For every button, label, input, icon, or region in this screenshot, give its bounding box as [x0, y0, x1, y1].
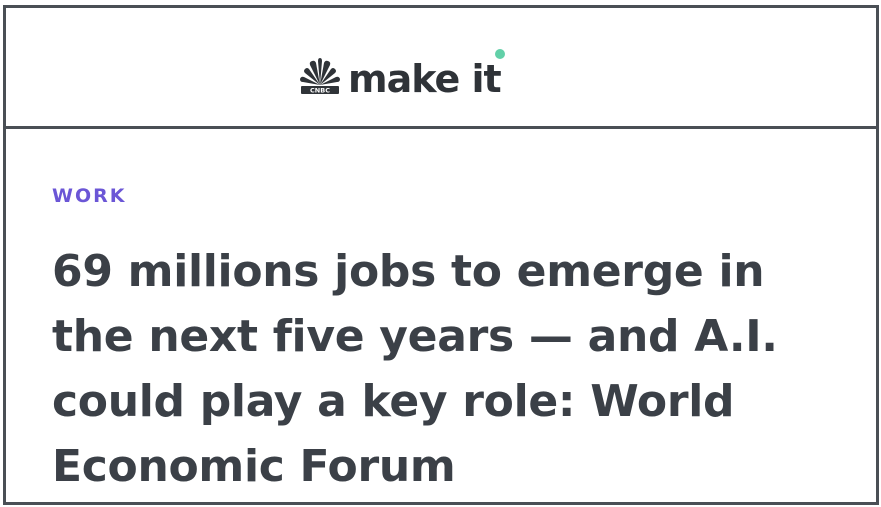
article-headline[interactable]: 69 millions jobs to emerge in the next f…: [52, 246, 778, 492]
article-card: CNBC make it WORK 69 millions jobs to em…: [3, 5, 879, 505]
cnbc-wordmark: CNBC: [310, 87, 330, 95]
article-header: WORK 69 millions jobs to emerge in the n…: [6, 129, 876, 502]
masthead: CNBC make it: [6, 8, 876, 129]
accent-dot: [495, 49, 505, 59]
brand-name: make it: [348, 57, 502, 101]
section-label[interactable]: WORK: [52, 185, 127, 207]
make-it-logo[interactable]: CNBC make it: [298, 42, 505, 101]
nbc-peacock-icon: CNBC: [300, 58, 340, 95]
